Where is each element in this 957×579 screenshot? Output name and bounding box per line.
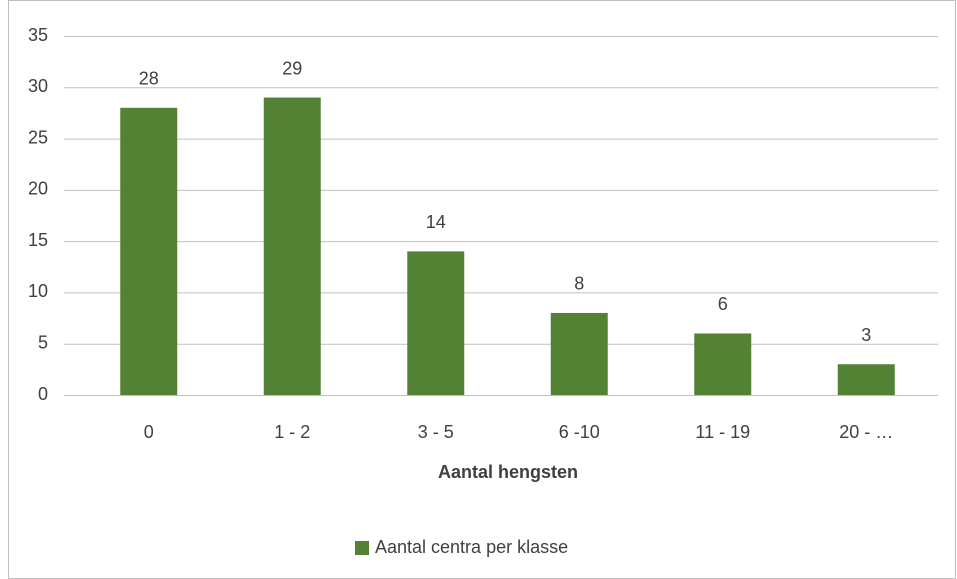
legend-swatch — [355, 541, 369, 555]
bar — [120, 107, 178, 396]
legend-label: Aantal centra per klasse — [375, 537, 568, 557]
bar — [837, 364, 895, 395]
y-tick-label: 0 — [38, 384, 48, 404]
bar — [550, 312, 608, 395]
y-tick-label: 15 — [28, 230, 48, 250]
x-axis-title: Aantal hengsten — [438, 462, 578, 482]
y-tick-label: 35 — [28, 25, 48, 45]
data-label: 3 — [861, 325, 871, 345]
x-tick-label: 3 - 5 — [418, 422, 454, 442]
data-label: 29 — [282, 58, 302, 78]
bar — [694, 333, 752, 395]
data-label: 14 — [426, 212, 446, 232]
data-label: 28 — [139, 69, 159, 89]
bar — [407, 251, 465, 395]
y-tick-label: 10 — [28, 281, 48, 301]
data-label: 8 — [574, 274, 584, 294]
y-tick-label: 5 — [38, 332, 48, 352]
x-tick-label: 11 - 19 — [695, 422, 750, 442]
bar — [263, 97, 321, 396]
y-tick-label: 30 — [28, 76, 48, 96]
data-label: 6 — [718, 294, 728, 314]
y-tick-label: 25 — [28, 127, 48, 147]
x-tick-label: 0 — [144, 422, 154, 442]
x-tick-label: 6 -10 — [559, 422, 600, 442]
y-tick-label: 20 — [28, 179, 48, 199]
x-tick-label: 1 - 2 — [274, 422, 310, 442]
x-tick-label: 20 - … — [839, 422, 893, 442]
